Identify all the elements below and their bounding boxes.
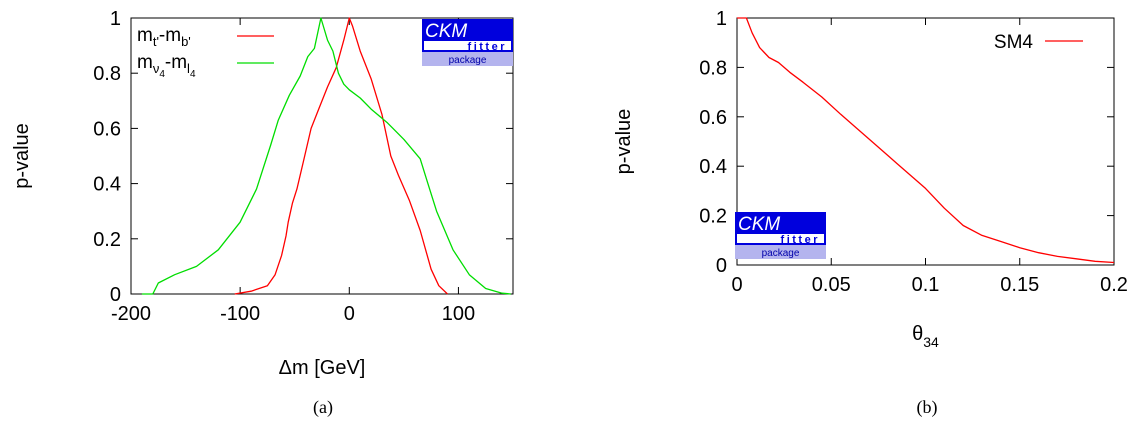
x-tick-label: 0.05 <box>812 274 851 296</box>
y-tick-label: 1 <box>716 8 727 30</box>
panel-caption: (a) <box>313 397 333 418</box>
x-tick-label: 0 <box>731 274 742 296</box>
legend-label-0: SM4 <box>994 32 1034 53</box>
y-axis-label: p-value <box>11 123 33 189</box>
series-line-1 <box>141 17 511 295</box>
ckm-logo-top-band <box>735 212 826 233</box>
x-axis-label-main: θ <box>912 323 923 345</box>
legend-m: m <box>137 52 153 73</box>
ckm-logo-bottom-band <box>735 245 826 259</box>
legend-sub: b' <box>181 34 191 49</box>
legend-sub: ν <box>153 61 160 76</box>
chart-panel-a: 0 0.2 0.4 0.6 0.8 1 -200 -100 0 100 p-value Δm [GeV… <box>11 8 514 418</box>
ckm-logo-middle-band <box>422 39 513 52</box>
y-tick-label: 0.2 <box>699 206 727 228</box>
x-tick-label: 100 <box>442 303 475 325</box>
legend-m: m <box>137 25 153 46</box>
ckm-logo-package: package <box>449 55 487 66</box>
legend-mid: -m <box>165 52 187 73</box>
ckm-logo-title: CKM <box>425 21 467 42</box>
y-tick-label: 0 <box>716 255 727 277</box>
ckm-logo-package: package <box>762 248 800 259</box>
ckm-logo-top-band <box>422 19 513 40</box>
ckm-logo-middle-band <box>735 232 826 245</box>
y-tick-label: 0.6 <box>93 118 121 140</box>
y-tick-label: 0.8 <box>699 57 727 79</box>
y-tick-label: 0.4 <box>93 174 121 196</box>
x-axis-label: θ34 <box>912 323 939 350</box>
y-tick-label: 1 <box>110 8 121 30</box>
legend-sub: l <box>187 61 190 76</box>
y-tick-label: 0.4 <box>699 156 727 178</box>
x-tick-label: 0 <box>344 303 355 325</box>
legend-mid: -m <box>159 25 181 46</box>
x-tick-label: -200 <box>111 303 151 325</box>
x-tick-label: 0.15 <box>1000 274 1039 296</box>
legend-label-0: mt'-mb' <box>137 25 191 49</box>
ckm-logo-subtitle: fitter <box>468 41 507 53</box>
x-axis-label: Δm [GeV] <box>279 357 366 379</box>
x-tick-label: 0.2 <box>1100 274 1128 296</box>
chart-panel-b: 0 0.2 0.4 0.6 0.8 1 0 0.05 0.1 0.15 0.2 p-value θ34 (… <box>613 8 1128 418</box>
plot-frame <box>130 17 514 295</box>
panel-caption: (b) <box>917 397 938 418</box>
x-axis-label-sub: 34 <box>923 334 939 350</box>
legend-label-1: mν4-ml4 <box>137 52 196 80</box>
ckm-logo-title: CKM <box>738 214 780 235</box>
x-tick-label: 0.1 <box>912 274 940 296</box>
series-line-0 <box>234 17 448 295</box>
y-axis-label: p-value <box>613 109 635 175</box>
legend-sub: t' <box>153 34 159 49</box>
y-tick-label: 0 <box>110 284 121 306</box>
series-line-0 <box>737 17 1115 264</box>
y-tick-label: 0.6 <box>699 107 727 129</box>
x-tick-label: -100 <box>220 303 260 325</box>
y-tick-label: 0.2 <box>93 229 121 251</box>
y-tick-label: 0.8 <box>93 63 121 85</box>
legend-subsub: 4 <box>159 69 165 80</box>
ckm-logo-bottom-band <box>422 52 513 66</box>
legend-subsub: 4 <box>190 69 196 80</box>
ckm-logo-subtitle: fitter <box>781 234 820 246</box>
